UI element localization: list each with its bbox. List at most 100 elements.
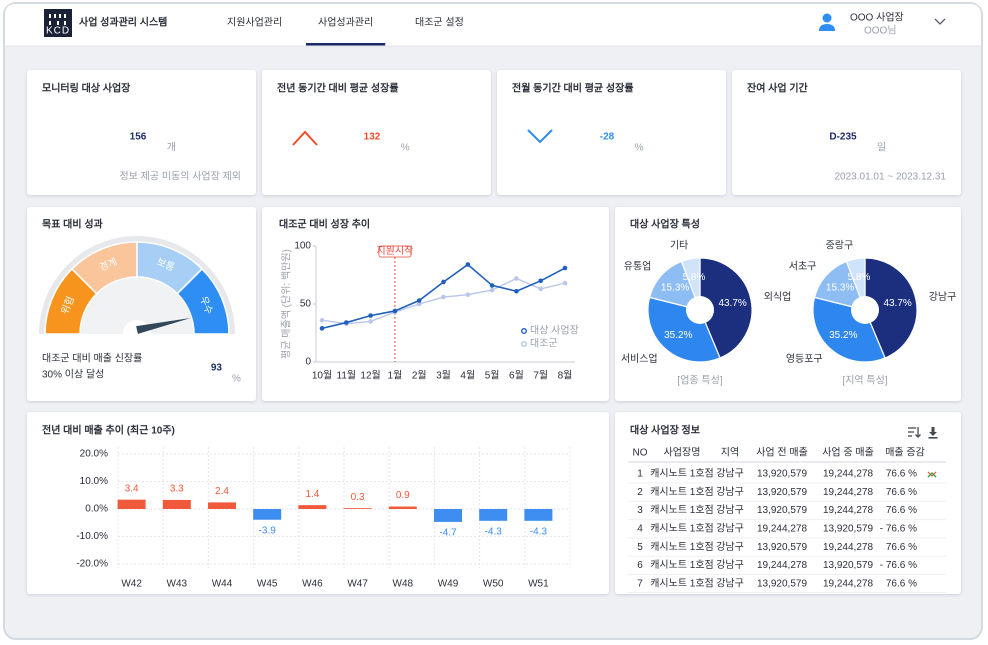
table-cell: 76.6 % [886,542,917,553]
series-point [319,317,325,323]
series-point [514,288,519,294]
panel-title: 대상 사업장 특성 [630,218,700,231]
x-tick-label: 11월 [337,370,357,382]
pie-slice [648,260,701,311]
bar-value-label: 2.4 [215,486,229,497]
table-cell: 13,920,579 [757,578,807,589]
table-cell: 강남구 [716,559,744,571]
annotation-box [378,245,412,258]
download-icon[interactable] [928,427,938,439]
x-tick-label: W51 [528,579,549,590]
x-tick-label: 8월 [558,370,573,382]
series-point [319,326,325,331]
table-header: 사업 중 매출 [822,446,874,459]
nav-item[interactable]: 지원사업관리 [227,16,282,29]
kpi-unit: 개 [167,142,176,154]
pie-category-label: 기타 [670,240,688,252]
annotation-text: 지원시작 [376,245,413,257]
bar [162,499,191,509]
pie-category-label: 영등포구 [786,353,823,365]
series-point [441,294,446,300]
table-cell: 76.6 % [886,578,917,589]
legend-swatch [521,328,528,335]
bar-value-label: 1.4 [305,489,319,500]
header-bar [5,4,981,46]
bar-value-label: 0.9 [396,490,410,501]
y-tick-label: -20.0% [76,559,108,570]
x-tick-label: 6월 [509,370,524,382]
series-point [465,292,471,298]
logo-text: KCD [46,26,70,37]
table-cell: 캐시노트 1호점 [650,541,714,553]
series-point [465,262,471,267]
pie-slice [647,296,721,363]
series-point [392,308,398,314]
kpi-value: -28 [600,132,615,143]
gauge-unit: % [232,374,241,385]
user-role: OOO님 [864,25,897,37]
user-name: OOO 사업장 [850,11,904,24]
bar [298,505,327,509]
y-axis-label: 평균 매출액 (단위: 백만원) [280,249,293,359]
kpi-note: 정보 제공 미동의 사업장 제외 [119,170,241,183]
kpi-note: 2023.01.01 ~ 2023.12.31 [835,172,947,183]
logo-pattern [49,14,66,25]
table-cell: 19,244,278 [823,487,873,498]
table-cell: 2 [637,487,643,498]
table-cell: 4 [637,524,643,535]
table-cell: 19,244,278 [823,542,873,553]
series-point [538,286,543,292]
series-point [489,287,495,293]
table-cell: 13,920,579 [757,469,807,480]
table-cell: - 76.6 % [880,524,917,535]
user-menu-chevron[interactable] [934,18,946,25]
x-tick-label: 4월 [460,370,475,382]
y-tick-label: 0 [305,357,311,368]
user-avatar [819,13,835,31]
kpi-value: D-235 [829,132,857,143]
table-header: 지역 [721,447,739,459]
bar [343,508,372,509]
pie-value-label: 35.2% [829,330,857,341]
kpi-label: 모니터링 대상 사업장 [42,82,131,95]
y-tick-label: 100 [294,241,311,252]
kpi-label: 잔여 사업 기간 [747,82,809,95]
table-header: 사업장명 [664,446,701,459]
pie-value-label: 5.8% [683,272,706,283]
pie-category-label: 외식업 [764,290,792,303]
table-cell: 13,920,579 [823,524,873,535]
bar [524,509,553,521]
table-cell: 19,244,278 [823,578,873,589]
series-point [441,279,446,285]
table-cell: 19,244,278 [757,560,807,571]
pie-category-label: 강남구 [929,291,957,303]
y-tick-label: 20.0% [80,449,108,460]
pie-category-label: 중랑구 [826,240,854,252]
series-point [368,319,373,324]
series-point [562,280,568,286]
table-header: 사업 전 매출 [756,446,808,459]
pie-hole [686,296,714,324]
series-point [344,320,349,325]
table-cell: 강남구 [716,577,744,589]
legend-label: 대상 사업장 [530,324,579,337]
pie-category-label: 유통업 [624,260,652,273]
kpi-value: 132 [364,132,381,143]
bar [388,506,417,509]
pie-value-label: 15.3% [826,283,854,294]
table-cell: - 76.6 % [880,560,917,571]
x-tick-label: W46 [302,579,323,590]
sort-icon[interactable] [908,427,921,438]
x-tick-label: 10월 [312,370,332,382]
kpi-label: 전년 동기간 대비 평균 성장률 [277,82,399,95]
x-tick-label: 12월 [360,370,380,382]
pie-slice [813,260,866,311]
pie-slice [699,257,753,359]
y-tick-label: -10.0% [76,531,108,542]
nav-item[interactable]: 사업성과관리 [318,16,373,29]
table-cell: 5 [637,542,643,553]
nav-item[interactable]: 대조군 설정 [415,17,464,29]
series-point [514,276,519,281]
table-cell: 19,244,278 [823,505,873,516]
